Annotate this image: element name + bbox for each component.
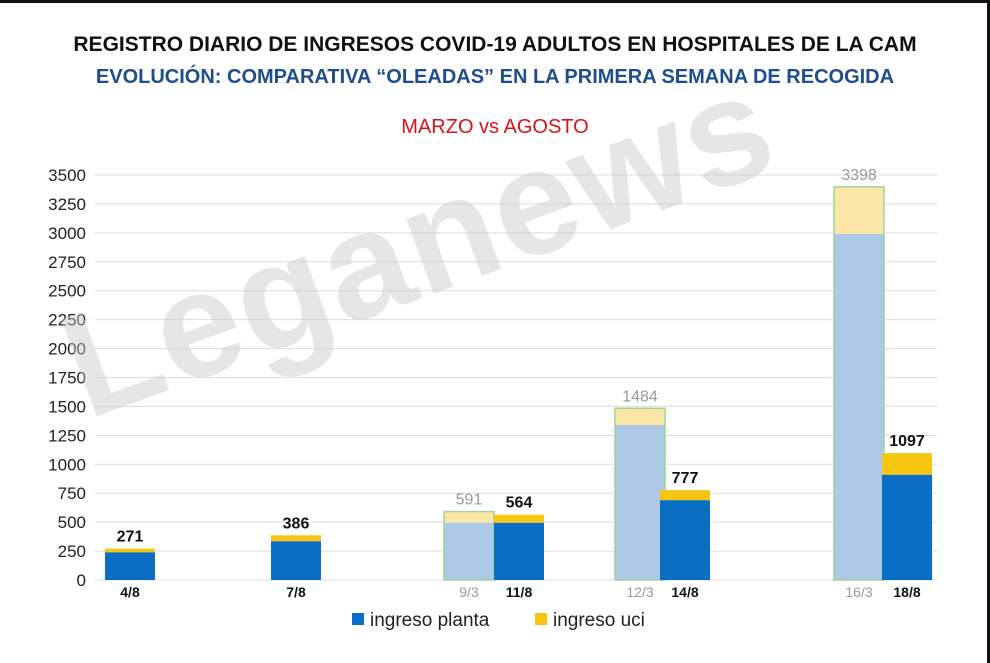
x-tick-label: 11/8 [506, 584, 533, 600]
y-tick-label: 2000 [48, 340, 86, 359]
y-tick-label: 2500 [48, 282, 86, 301]
bar-uci [271, 535, 321, 542]
data-label: 591 [456, 492, 483, 509]
right-border [987, 0, 990, 663]
x-tick-label: 14/8 [671, 584, 698, 600]
data-label: 3398 [841, 167, 877, 184]
bar-uci [615, 408, 665, 425]
data-label: 777 [672, 470, 699, 487]
top-border [0, 0, 990, 3]
data-label: 1484 [622, 388, 658, 405]
bar-uci [660, 490, 710, 501]
y-tick-label: 3000 [48, 224, 86, 243]
bar-uci [834, 186, 884, 235]
bar-outline [833, 186, 885, 581]
bar-uci [494, 514, 544, 523]
bar-planta [271, 541, 321, 580]
data-label: 386 [283, 515, 310, 532]
y-tick-label: 1250 [48, 426, 86, 445]
y-tick-label: 1750 [48, 369, 86, 388]
bar-planta [882, 474, 932, 580]
data-label: 271 [117, 529, 144, 546]
y-tick-label: 250 [58, 542, 86, 561]
bar-planta [494, 522, 544, 580]
y-tick-label: 3500 [48, 166, 86, 185]
x-tick-label: 4/8 [120, 584, 140, 600]
y-tick-label: 1000 [48, 455, 86, 474]
chart-title: REGISTRO DIARIO DE INGRESOS COVID-19 ADU… [73, 33, 917, 56]
legend-swatch [352, 613, 364, 625]
bar-uci [882, 453, 932, 475]
bar-planta [105, 552, 155, 580]
legend-label: ingreso planta [370, 610, 490, 631]
y-tick-label: 0 [77, 571, 86, 590]
chart-heading: MARZO vs AGOSTO [401, 116, 589, 138]
chart-subtitle: EVOLUCIÓN: COMPARATIVA “OLEADAS” EN LA P… [95, 66, 895, 88]
bar-uci [444, 511, 494, 523]
bar-uci [105, 548, 155, 553]
data-label: 1097 [889, 433, 925, 450]
x-tick-label: 7/8 [286, 584, 306, 600]
bar-planta [660, 500, 710, 580]
y-tick-label: 2750 [48, 253, 86, 272]
legend-swatch [535, 613, 547, 625]
bar-planta [444, 522, 494, 580]
y-tick-label: 750 [58, 484, 86, 503]
x-tick-label: 12/3 [626, 584, 653, 600]
bar-planta [615, 424, 665, 580]
legend-label: ingreso uci [553, 610, 645, 631]
y-tick-label: 3250 [48, 195, 86, 214]
y-tick-label: 2250 [48, 311, 86, 330]
y-tick-label: 1500 [48, 397, 86, 416]
bar-planta [834, 234, 884, 580]
x-tick-label: 16/3 [845, 584, 872, 600]
x-tick-label: 18/8 [893, 584, 920, 600]
x-tick-label: 9/3 [459, 584, 479, 600]
y-tick-label: 500 [58, 513, 86, 532]
data-label: 564 [506, 495, 533, 512]
